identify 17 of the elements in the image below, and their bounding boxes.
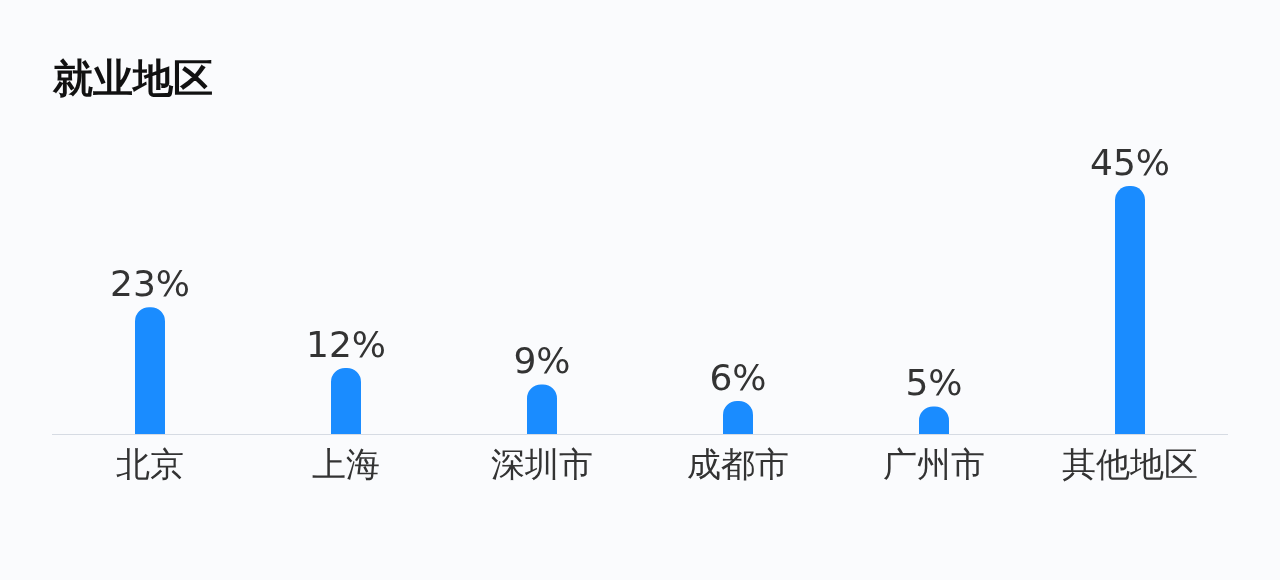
chart-title: 就业地区	[52, 55, 213, 102]
data-label: 5%	[905, 362, 963, 404]
data-label: 45%	[1089, 142, 1171, 184]
data-label: 23%	[109, 263, 191, 305]
bar	[331, 367, 361, 434]
bar	[527, 384, 557, 434]
x-tick-label: 成都市	[687, 443, 789, 484]
x-tick-label: 广州市	[883, 443, 985, 484]
x-tick-label: 深圳市	[491, 443, 593, 484]
x-tick-label: 北京	[116, 443, 184, 484]
data-label: 12%	[305, 323, 387, 365]
bar	[135, 307, 165, 434]
data-label: 9%	[513, 340, 571, 382]
bar	[1115, 186, 1145, 434]
x-tick-label: 其他地区	[1062, 443, 1198, 484]
data-label: 6%	[709, 356, 767, 398]
x-tick-label: 上海	[312, 443, 380, 484]
